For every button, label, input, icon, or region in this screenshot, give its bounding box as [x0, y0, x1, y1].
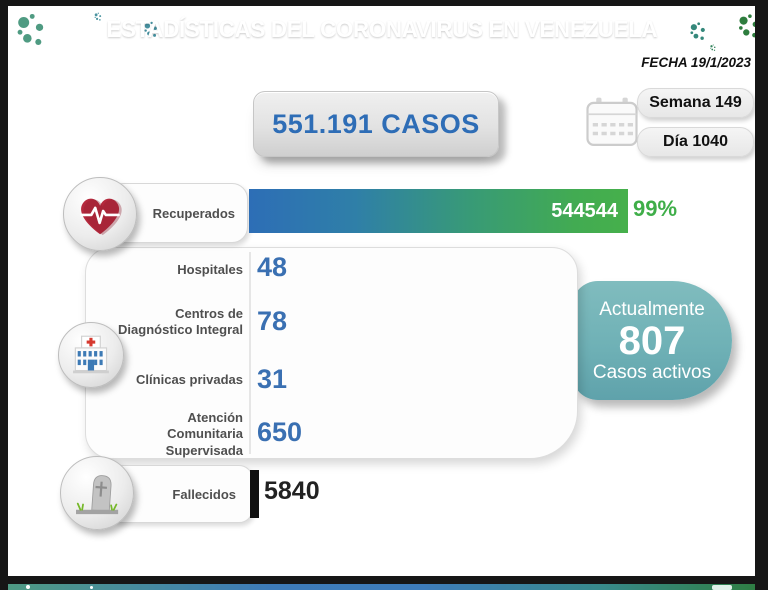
location-row-value: 78 [257, 306, 288, 336]
frame-border [755, 0, 768, 590]
recovered-badge [63, 177, 137, 251]
header-band: ESTADÍSTICAS DEL CORONAVIRUS EN VENEZUEL… [8, 6, 755, 52]
locations-panel [85, 247, 578, 459]
location-row-value: 650 [257, 417, 303, 447]
deceased-label: Fallecidos [172, 486, 236, 502]
bottom-divider [0, 576, 768, 584]
deceased-badge [60, 456, 134, 530]
virus-icon [720, 6, 755, 52]
frame-border [0, 0, 768, 6]
active-cases-tab: Actualmente 807 Casos activos [572, 281, 732, 400]
location-row-value: 31 [257, 364, 288, 394]
report-date: FECHA 19/1/2023 [641, 55, 751, 70]
next-slide-header-strip [0, 584, 768, 590]
active-cases-prefix: Actualmente [599, 298, 705, 320]
page-title: ESTADÍSTICAS DEL CORONAVIRUS EN VENEZUEL… [106, 15, 657, 42]
virus-icon [88, 7, 108, 27]
location-row-label: Hospitales [177, 262, 243, 277]
calendar-icon [586, 97, 638, 146]
day-badge: Día 1040 [637, 127, 754, 157]
deceased-value: 5840 [264, 477, 320, 505]
virus-icon [90, 586, 93, 589]
heart-pulse-icon [80, 198, 122, 236]
virus-icon [8, 6, 70, 52]
panel-divider [249, 252, 251, 454]
recovered-value: 544544 [551, 199, 618, 222]
hospital-icon [73, 335, 109, 374]
location-row-value: 48 [257, 252, 288, 282]
location-row-label: Atención Comunitaria Supervisada [165, 410, 243, 458]
deceased-bar [250, 470, 259, 518]
frame-border [0, 0, 8, 590]
recovered-percent: 99% [633, 196, 678, 221]
total-cases-value: 551.191 CASOS [272, 108, 480, 139]
tombstone-icon [75, 475, 119, 515]
active-cases-suffix: Casos activos [592, 361, 712, 383]
location-row-label: Centros de Diagnóstico Integral [118, 306, 243, 338]
week-badge-label: Semana 149 [649, 94, 742, 111]
active-cases-value: 807 [618, 318, 686, 363]
virus-icon [26, 585, 30, 589]
location-row-label: Clínicas privadas [136, 372, 243, 387]
week-badge: Semana 149 [637, 88, 754, 118]
hospital-badge [58, 322, 124, 388]
recovered-bar: 544544 [249, 189, 628, 233]
day-badge-label: Día 1040 [663, 133, 728, 150]
recovered-label: Recuperados [152, 205, 235, 221]
virus-icon [705, 40, 721, 52]
total-cases-box: 551.191 CASOS [253, 91, 499, 157]
virus-icon [712, 585, 732, 590]
